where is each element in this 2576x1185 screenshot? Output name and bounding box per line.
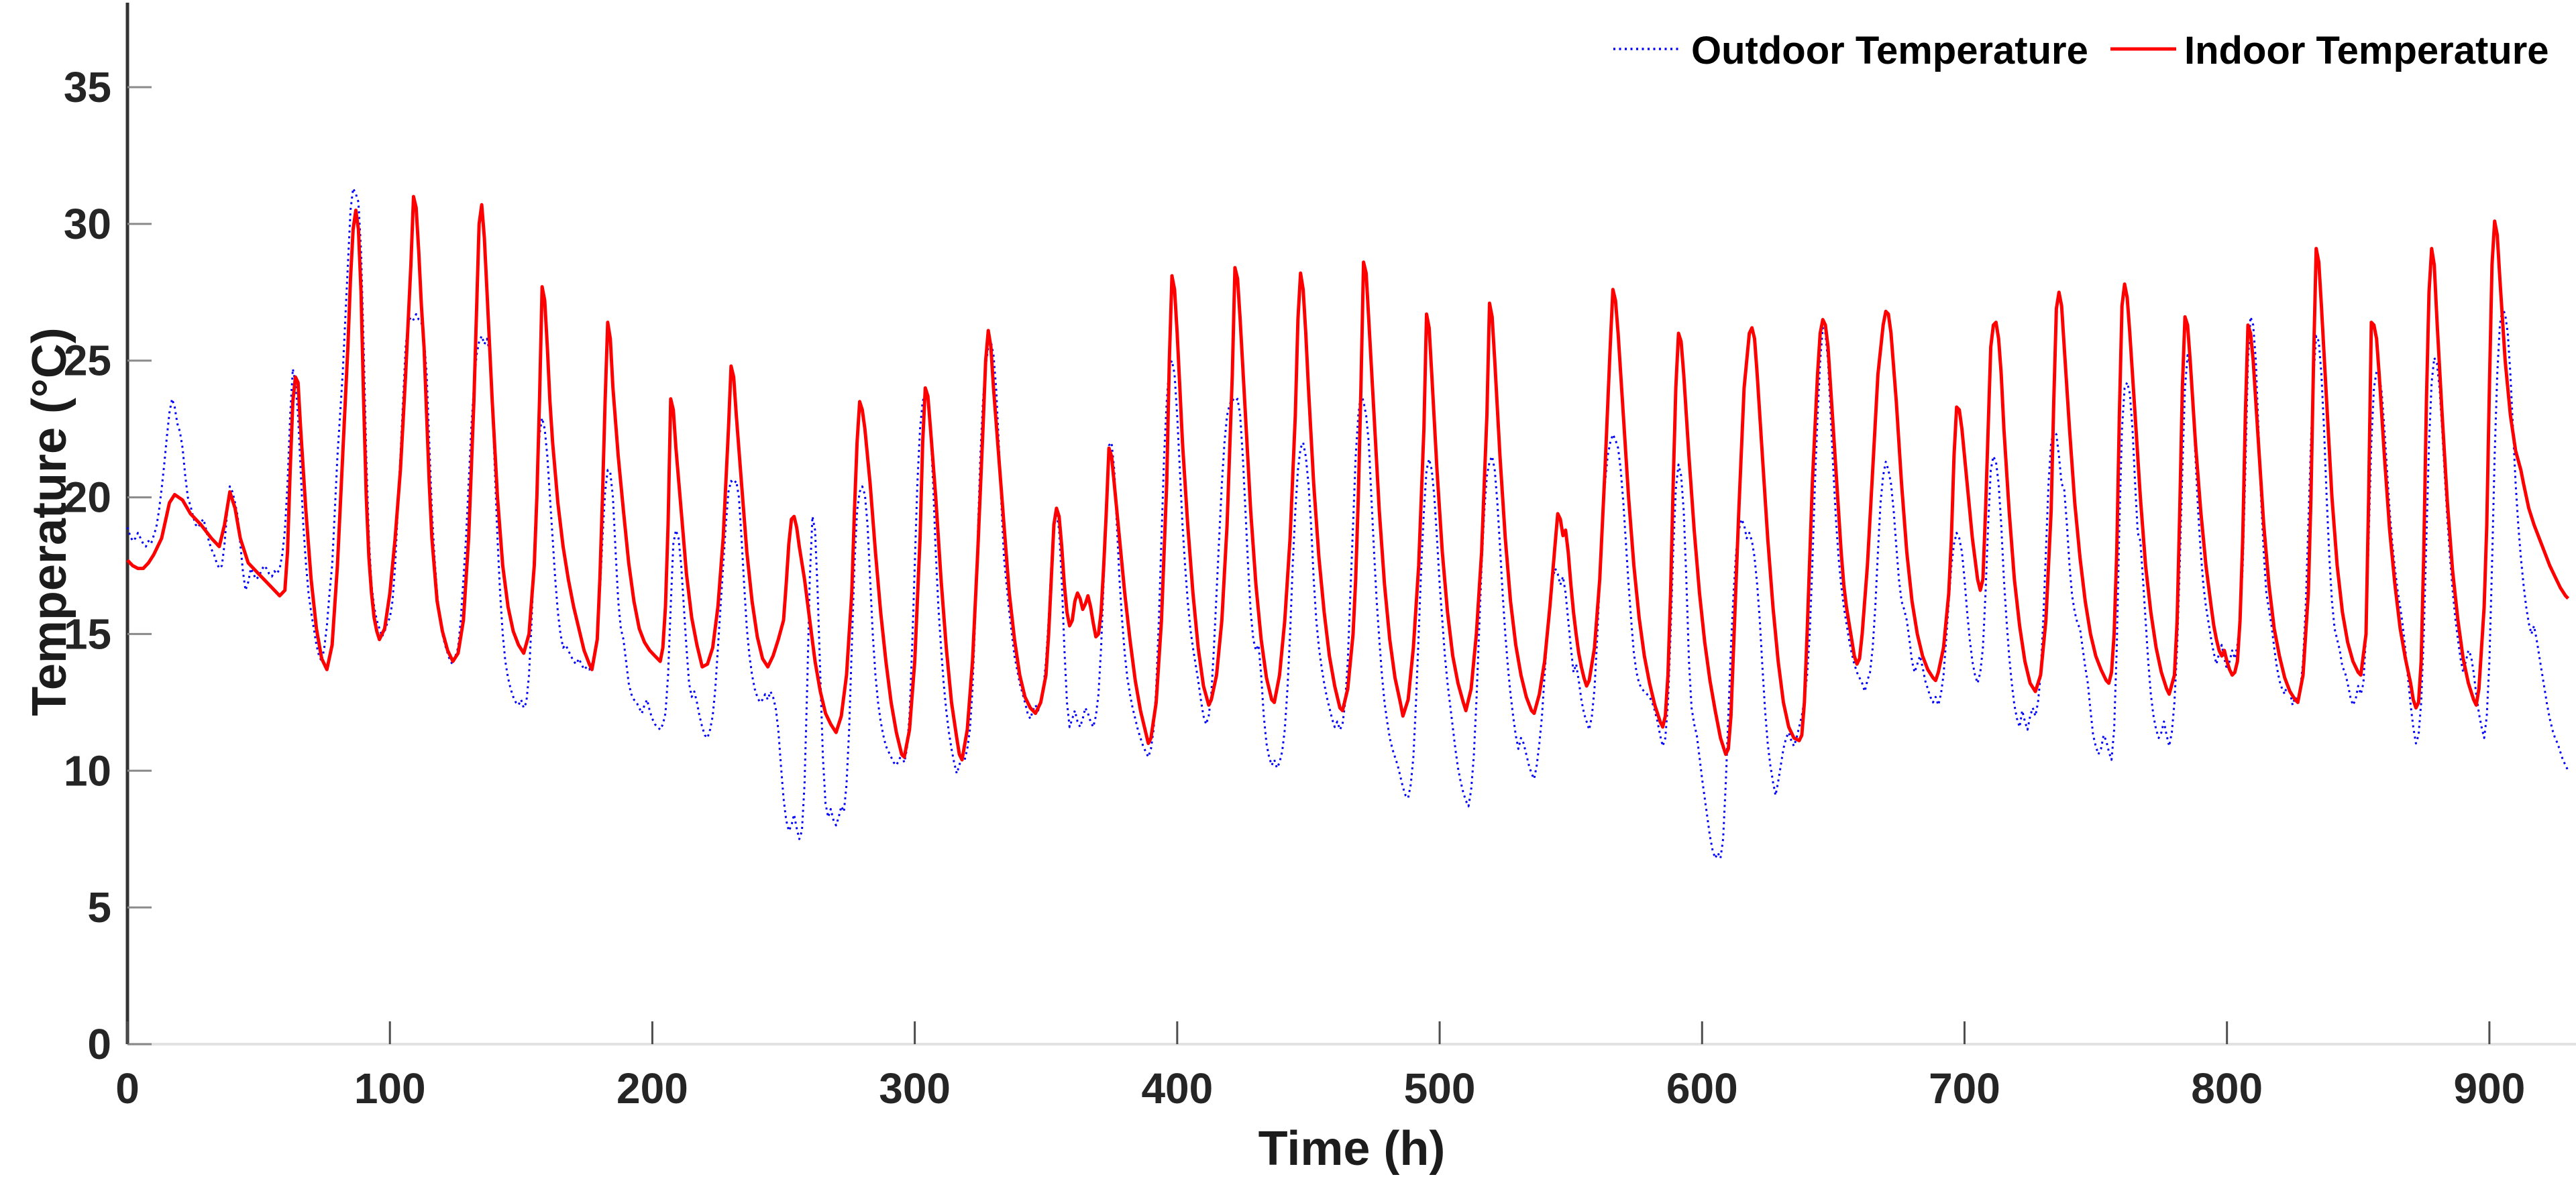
y-tick-label: 5 [87, 883, 111, 932]
y-tick-label: 20 [64, 473, 111, 522]
y-tick-label: 15 [64, 610, 111, 658]
axes [125, 3, 2576, 1046]
indoor-temperature-line [126, 194, 2570, 762]
x-tick-label: 200 [616, 1064, 688, 1113]
legend: Outdoor Temperature Indoor Temperature [1613, 29, 2549, 72]
y-axis-label: Temperature (°C) [23, 327, 76, 716]
x-tick-label: 400 [1141, 1064, 1213, 1113]
series-lines [126, 187, 2570, 860]
x-tick-label: 500 [1404, 1064, 1476, 1113]
tick-labels: 0 5 10 15 20 25 30 35 0 100 200 300 400 500 600 700 800 9… [64, 63, 2525, 1113]
x-tick-label: 300 [879, 1064, 951, 1113]
y-tick-label: 0 [87, 1020, 111, 1068]
x-tick-label: 100 [354, 1064, 426, 1113]
x-tick-label: 0 [115, 1064, 140, 1113]
legend-indoor-label: Indoor Temperature [2184, 29, 2549, 72]
y-tick-label: 10 [64, 746, 111, 795]
x-tick-label: 900 [2454, 1064, 2526, 1113]
x-tick-label: 600 [1666, 1064, 1738, 1113]
y-tick-label: 35 [64, 63, 111, 111]
x-tick-label: 800 [2191, 1064, 2263, 1113]
x-tick-label: 700 [1929, 1064, 2000, 1113]
y-tick-label: 25 [64, 337, 111, 385]
x-axis-label: Time (h) [1258, 1122, 1446, 1176]
y-tick-label: 30 [64, 200, 111, 248]
legend-outdoor-label: Outdoor Temperature [1691, 29, 2088, 72]
